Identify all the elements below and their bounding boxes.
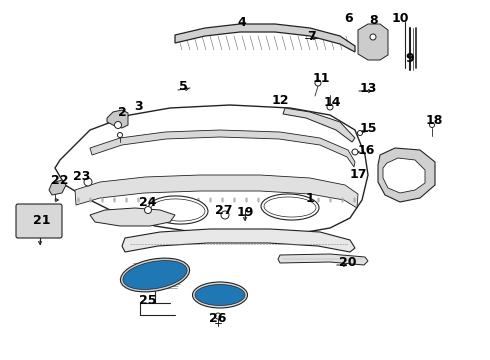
Polygon shape <box>107 110 128 128</box>
Text: 7: 7 <box>307 30 316 42</box>
Polygon shape <box>90 130 355 167</box>
Text: 22: 22 <box>51 175 69 188</box>
Polygon shape <box>90 208 175 226</box>
Text: 21: 21 <box>33 215 51 228</box>
Circle shape <box>145 207 151 213</box>
Text: 12: 12 <box>271 94 289 108</box>
Text: 16: 16 <box>357 144 375 157</box>
Ellipse shape <box>195 284 245 306</box>
Text: 3: 3 <box>134 100 142 113</box>
Text: 18: 18 <box>425 113 442 126</box>
Circle shape <box>118 132 122 138</box>
Text: 9: 9 <box>406 53 415 66</box>
Polygon shape <box>283 108 355 142</box>
Text: 14: 14 <box>323 96 341 109</box>
Text: 15: 15 <box>359 122 377 135</box>
Polygon shape <box>122 229 355 252</box>
Polygon shape <box>75 175 358 208</box>
Text: 2: 2 <box>118 105 126 118</box>
Text: 11: 11 <box>312 72 330 85</box>
Ellipse shape <box>121 258 190 292</box>
Text: 19: 19 <box>236 206 254 219</box>
Ellipse shape <box>261 194 319 220</box>
Text: 23: 23 <box>74 171 91 184</box>
Circle shape <box>315 80 321 86</box>
Ellipse shape <box>264 197 316 217</box>
Text: 10: 10 <box>391 12 409 24</box>
Ellipse shape <box>148 196 208 224</box>
Polygon shape <box>383 158 425 193</box>
Text: 13: 13 <box>359 82 377 95</box>
Circle shape <box>327 104 333 110</box>
Text: 20: 20 <box>339 256 357 270</box>
Polygon shape <box>49 180 66 195</box>
Circle shape <box>430 122 435 127</box>
Circle shape <box>221 211 229 219</box>
Polygon shape <box>278 254 368 265</box>
Text: 6: 6 <box>344 12 353 24</box>
Text: 8: 8 <box>369 13 378 27</box>
Text: 24: 24 <box>139 197 157 210</box>
Circle shape <box>84 178 92 186</box>
Circle shape <box>358 130 363 135</box>
Polygon shape <box>358 24 388 60</box>
Polygon shape <box>55 105 368 236</box>
Text: 4: 4 <box>238 15 246 28</box>
Ellipse shape <box>123 261 187 289</box>
Circle shape <box>115 122 122 129</box>
Text: 26: 26 <box>209 311 227 324</box>
Text: 1: 1 <box>306 192 315 204</box>
Circle shape <box>215 313 221 319</box>
Text: 27: 27 <box>215 203 233 216</box>
Ellipse shape <box>151 199 205 221</box>
Polygon shape <box>378 148 435 202</box>
Polygon shape <box>175 24 355 52</box>
Text: 25: 25 <box>139 293 157 306</box>
Ellipse shape <box>193 282 247 308</box>
Text: 5: 5 <box>179 81 187 94</box>
Circle shape <box>352 149 358 155</box>
Circle shape <box>370 34 376 40</box>
FancyBboxPatch shape <box>16 204 62 238</box>
Text: 17: 17 <box>349 168 367 181</box>
